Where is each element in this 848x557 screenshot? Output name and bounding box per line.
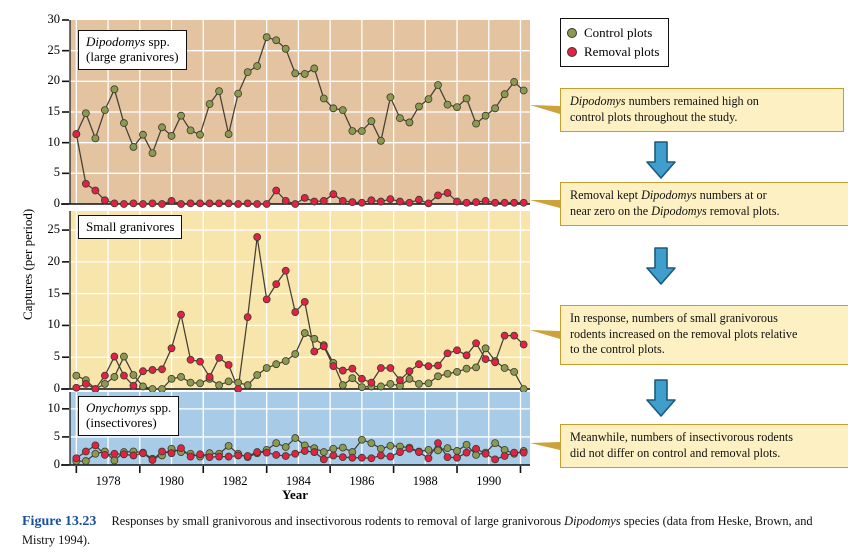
figure-caption: Figure 13.23 Responses by small granivor…	[22, 513, 832, 549]
y-tick-label: 25	[47, 42, 61, 57]
y-tick-label: 10	[47, 317, 61, 332]
y-tick-label: 20	[47, 253, 61, 268]
x-tick-label: 1990	[476, 474, 502, 488]
x-tick-label: 1986	[349, 474, 375, 488]
x-tick-label: 1982	[222, 474, 248, 488]
figure-chart-area	[61, 19, 530, 473]
panel2-label-line1: Small granivores	[86, 219, 175, 234]
panel1-label-line2: (large granivores)	[86, 49, 179, 65]
callout2-line1b: numbers at or	[696, 188, 767, 202]
callout2-line1-italic: Dipodomys	[641, 188, 697, 202]
callout-dipodomys-removal: Removal kept Dipodomys numbers at or nea…	[560, 182, 848, 227]
caption-text-1: Responses by small granivorous and insec…	[111, 514, 565, 528]
multi-panel-line-chart	[61, 19, 530, 473]
x-tick-label: 1988	[412, 474, 438, 488]
callout1-italic: Dipodomys	[570, 94, 626, 108]
callout4-line1: Meanwhile, numbers of insectivorous rode…	[570, 430, 794, 444]
figure-number: Figure 13.23	[22, 514, 97, 529]
callout-insectivores: Meanwhile, numbers of insectivorous rode…	[560, 424, 848, 469]
panel3-label-rest: spp.	[146, 400, 172, 415]
legend-label-control: Control plots	[584, 24, 653, 40]
down-arrow-2-icon	[644, 246, 678, 286]
panel-label-onychomys: Onychomys spp. (insectivores)	[78, 396, 180, 436]
y-tick-label: 5	[53, 428, 60, 443]
y-tick-label: 20	[47, 73, 61, 88]
callout2-line2a: near zero on the	[570, 203, 652, 218]
panel3-label-line2: (insectivores)	[86, 415, 157, 431]
callout1-line2: control plots throughout the study.	[570, 109, 738, 124]
caption-italic: Dipodomys	[564, 514, 621, 528]
panel1-label-italic: Dipodomys	[86, 34, 146, 49]
callout-dipodomys-control: Dipodomys numbers remained high on contr…	[560, 88, 844, 133]
y-tick-label: 5	[53, 349, 60, 364]
callout3-line3: to the control plots.	[570, 342, 665, 357]
chart-legend: Control plots Removal plots	[560, 18, 670, 67]
y-tick-label: 5	[53, 165, 60, 180]
panel1-label-rest: spp.	[145, 34, 170, 49]
y-tick-label: 30	[47, 12, 61, 26]
caption-text-2: species (data from Heske, Brown, and Mis…	[22, 514, 813, 547]
y-tick-label: 25	[47, 222, 61, 237]
removal-plots-marker-icon	[567, 46, 577, 57]
y-tick-label: 10	[47, 400, 61, 415]
down-arrow-3-icon	[644, 378, 678, 418]
x-tick-label: 1978	[95, 474, 121, 488]
y-tick-label: 0	[53, 196, 60, 210]
legend-label-removal: Removal plots	[584, 43, 660, 59]
x-tick-label: 1980	[159, 474, 185, 488]
callout-small-granivores: In response, numbers of small granivorou…	[560, 305, 848, 365]
y-tick-label: 0	[53, 381, 60, 395]
callout4-line2: did not differ on control and removal pl…	[570, 445, 781, 460]
panel-label-dipodomys: Dipodomys spp. (large granivores)	[78, 30, 187, 70]
callout3-line1: In response, numbers of small granivorou…	[570, 311, 778, 325]
x-axis-title: Year	[282, 487, 308, 502]
callout2-line2b: removal plots.	[706, 203, 780, 218]
panel-label-small-granivores: Small granivores	[78, 215, 183, 240]
callout2-line1a: Removal kept	[570, 188, 642, 202]
x-tick-label: 1984	[285, 474, 311, 488]
callout3-line2: rodents increased on the removal plots r…	[570, 326, 798, 341]
panel3-label-italic: Onychomys	[86, 400, 147, 415]
legend-item-control: Control plots	[567, 23, 659, 42]
control-plots-marker-icon	[567, 27, 577, 38]
callout2-line2-italic: Dipodomys	[651, 203, 707, 218]
down-arrow-1-icon	[644, 140, 678, 180]
y-tick-label: 0	[53, 457, 60, 471]
y-tick-label: 10	[47, 134, 61, 149]
y-tick-label: 15	[47, 285, 61, 300]
legend-item-removal: Removal plots	[567, 42, 659, 61]
y-tick-label: 15	[47, 104, 61, 118]
callout1-line1: numbers remained high on	[625, 94, 759, 108]
